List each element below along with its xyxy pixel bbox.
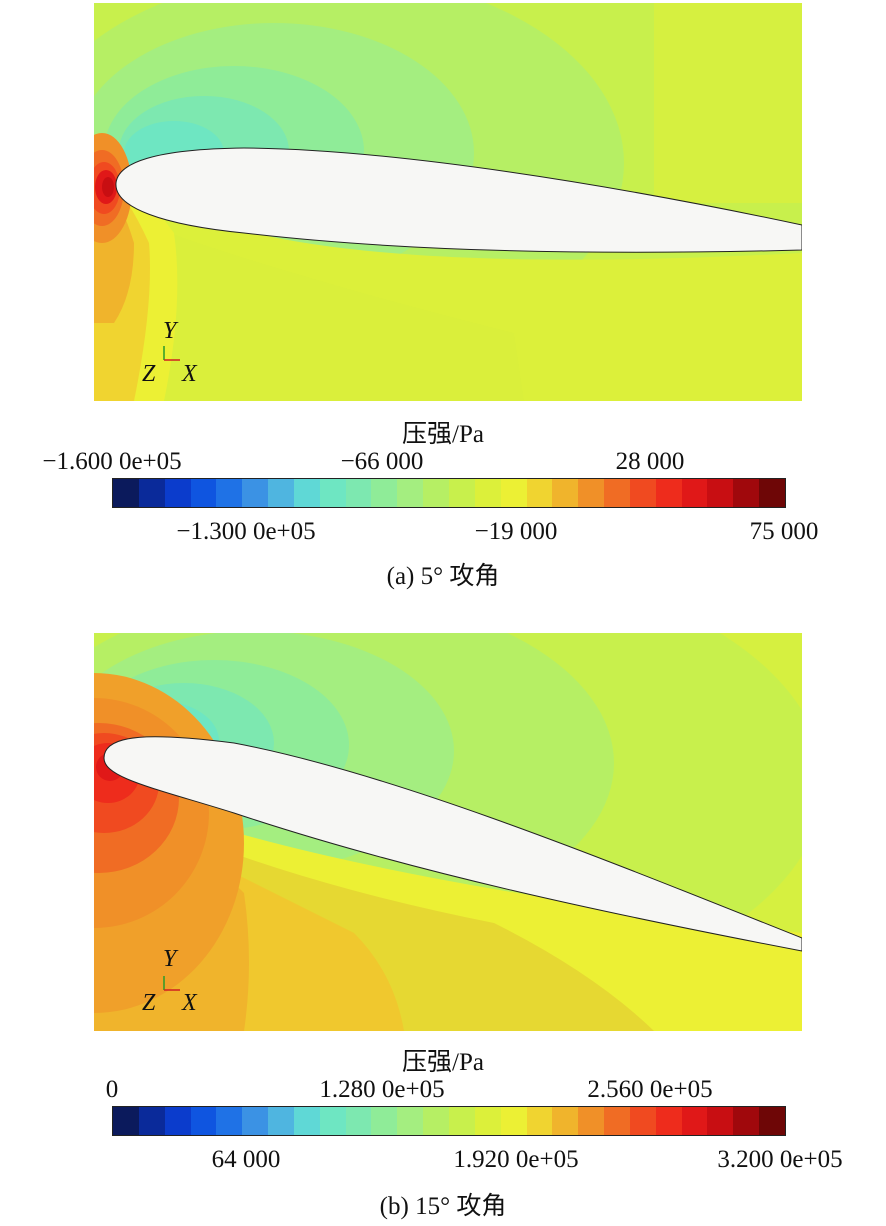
- colorbar-swatch: [448, 479, 475, 507]
- colorbar-swatch: [371, 479, 398, 507]
- colorbar-swatch: [345, 1107, 372, 1135]
- colorbar-a: [112, 478, 786, 508]
- colorbar-tick-b-l1: 1.920 0e+05: [453, 1146, 579, 1173]
- colorbar-tick-a-u1: −66 000: [340, 448, 424, 475]
- colorbar-swatch: [397, 479, 424, 507]
- colorbar-swatch: [138, 1107, 165, 1135]
- colorbar-swatch: [578, 479, 605, 507]
- axis-z-label: Z: [142, 990, 156, 1016]
- colorbar-swatch: [707, 479, 734, 507]
- colorbar-tick-b-u1: 1.280 0e+05: [319, 1076, 445, 1103]
- colorbar-swatch: [190, 1107, 217, 1135]
- axis-y-label: Y: [163, 946, 179, 972]
- colorbar-swatch: [681, 479, 708, 507]
- colorbar-swatch: [423, 479, 449, 507]
- axis-x-label: X: [181, 361, 198, 387]
- colorbar-swatch: [293, 479, 320, 507]
- colorbar-swatch: [733, 479, 760, 507]
- colorbar-swatch: [164, 1107, 191, 1135]
- colorbar-swatch: [113, 1107, 139, 1135]
- axis-y-label: Y: [163, 318, 179, 344]
- pressure-contour-b: Y Z X: [94, 633, 802, 1031]
- colorbar-swatch: [293, 1107, 320, 1135]
- colorbar-swatch: [268, 479, 294, 507]
- colorbar-swatch: [655, 1107, 682, 1135]
- colorbar-swatch: [655, 479, 682, 507]
- colorbar-swatch: [526, 1107, 553, 1135]
- colorbar-tick-a-u2: 28 000: [615, 448, 685, 475]
- colorbar-swatch: [242, 479, 269, 507]
- caption-b: (b) 15° 攻角: [379, 1193, 507, 1220]
- colorbar-swatch: [242, 1107, 269, 1135]
- colorbar-swatch: [552, 479, 579, 507]
- colorbar-swatch: [629, 479, 656, 507]
- colorbar-title-a: 压强/Pa: [402, 421, 484, 448]
- colorbar-swatch: [397, 1107, 424, 1135]
- colorbar-swatch: [629, 1107, 656, 1135]
- colorbar-swatch: [371, 1107, 398, 1135]
- caption-a: (a) 5° 攻角: [386, 563, 500, 590]
- colorbar-swatch: [319, 479, 346, 507]
- colorbar-swatch: [526, 479, 553, 507]
- colorbar-swatch: [448, 1107, 475, 1135]
- colorbar-swatch: [216, 479, 243, 507]
- colorbar-tick-b-l0: 64 000: [211, 1146, 281, 1173]
- colorbar-swatch: [604, 1107, 630, 1135]
- colorbar-swatch: [268, 1107, 294, 1135]
- colorbar-title-b: 压强/Pa: [402, 1049, 484, 1076]
- colorbar-tick-a-u0: −1.600 0e+05: [42, 448, 182, 475]
- colorbar-swatch: [474, 1107, 501, 1135]
- panel-a: Y Z X 压强/Pa −1.600 0e+05 −66 000 28 000 …: [0, 0, 886, 600]
- axis-x-label: X: [181, 990, 198, 1016]
- colorbar-swatch: [474, 479, 501, 507]
- colorbar-tick-a-l2: 75 000: [749, 518, 819, 545]
- colorbar-swatch: [500, 1107, 527, 1135]
- colorbar-tick-a-l0: −1.300 0e+05: [176, 518, 316, 545]
- colorbar-swatch: [759, 1107, 785, 1135]
- colorbar-swatch: [138, 479, 165, 507]
- colorbar-swatch: [345, 479, 372, 507]
- colorbar-swatch: [319, 1107, 346, 1135]
- axis-triad-a: Y Z X: [142, 318, 198, 387]
- colorbar-swatch: [733, 1107, 760, 1135]
- colorbar-tick-b-l2: 3.200 0e+05: [717, 1146, 843, 1173]
- panel-b: Y Z X 压强/Pa 0 1.280 0e+05 2.560 0e+05 64…: [0, 630, 886, 1226]
- colorbar-swatch: [604, 479, 630, 507]
- colorbar-swatch: [707, 1107, 734, 1135]
- colorbar-swatch: [681, 1107, 708, 1135]
- colorbar-tick-b-u2: 2.560 0e+05: [587, 1076, 713, 1103]
- colorbar-swatch: [578, 1107, 605, 1135]
- colorbar-swatch: [190, 479, 217, 507]
- colorbar-swatch: [552, 1107, 579, 1135]
- colorbar-swatch: [216, 1107, 243, 1135]
- colorbar-swatch: [113, 479, 139, 507]
- colorbar-swatch: [759, 479, 785, 507]
- colorbar-b: [112, 1106, 786, 1136]
- colorbar-tick-a-l1: −19 000: [474, 518, 558, 545]
- axis-triad-b: Y Z X: [142, 946, 198, 1016]
- colorbar-swatch: [423, 1107, 449, 1135]
- pressure-contour-a: Y Z X: [94, 3, 802, 401]
- axis-z-label: Z: [142, 361, 156, 387]
- colorbar-swatch: [164, 479, 191, 507]
- colorbar-swatch: [500, 479, 527, 507]
- colorbar-tick-b-u0: 0: [105, 1076, 119, 1103]
